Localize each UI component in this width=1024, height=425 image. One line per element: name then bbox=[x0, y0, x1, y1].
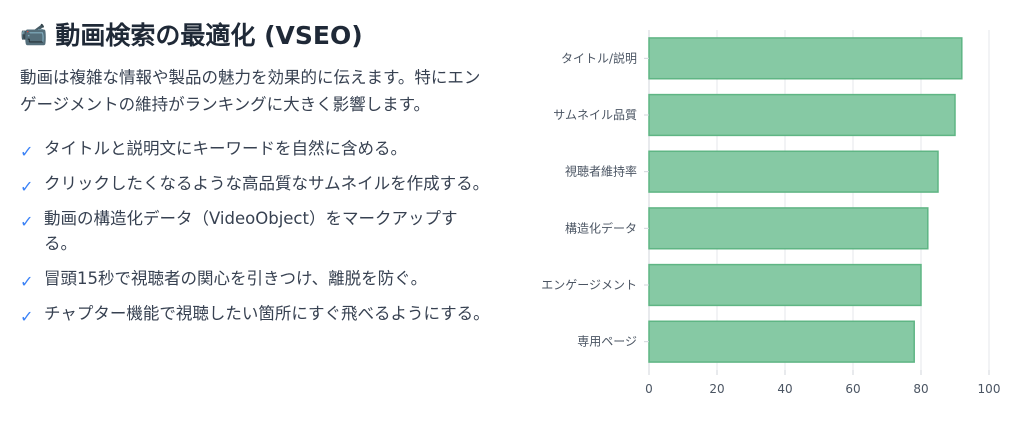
x-tick-label: 60 bbox=[845, 382, 860, 396]
list-item-text: チャプター機能で視聴したい箇所にすぐ飛べるようにする。 bbox=[44, 304, 490, 323]
bar-chart-svg: 0 20 40 60 80 100 タイトル/説明サムネイル品質視聴者維持率構造化データエン… bbox=[541, 30, 1001, 396]
bar bbox=[648, 207, 929, 250]
list-item-text: クリックしたくなるような高品質なサムネイルを作成する。 bbox=[44, 174, 490, 193]
check-icon: ✓ bbox=[20, 272, 34, 291]
checklist: ✓ タイトルと説明文にキーワードを自然に含める。 ✓ クリックしたくなるような高… bbox=[20, 136, 490, 326]
list-item-text: 動画の構造化データ（VideoObject）をマークアップする。 bbox=[44, 209, 458, 253]
list-item-text: 冒頭15秒で視聴者の関心を引きつけ、離脱を防ぐ。 bbox=[44, 269, 428, 288]
bar bbox=[648, 263, 922, 307]
y-tick-label: タイトル/説明 bbox=[561, 50, 637, 65]
y-tick-label: 視聴者維持率 bbox=[565, 164, 637, 179]
list-item-text: タイトルと説明文にキーワードを自然に含める。 bbox=[44, 139, 407, 158]
x-tick-label: 20 bbox=[709, 382, 724, 396]
check-icon: ✓ bbox=[20, 177, 34, 196]
check-icon: ✓ bbox=[20, 142, 34, 161]
bar bbox=[648, 150, 939, 193]
x-tick-label: 100 bbox=[978, 382, 1001, 396]
bar bbox=[648, 320, 915, 363]
y-tick-label: サムネイル品質 bbox=[553, 107, 637, 122]
content-panel: 📹 動画検索の最適化 (VSEO) 動画は複雑な情報や製品の魅力を効果的に伝えま… bbox=[20, 18, 490, 336]
page-title-text: 動画検索の最適化 (VSEO) bbox=[55, 21, 363, 50]
list-item: ✓ チャプター機能で視聴したい箇所にすぐ飛べるようにする。 bbox=[20, 301, 490, 326]
page-title: 📹 動画検索の最適化 (VSEO) bbox=[20, 18, 490, 54]
bar-chart: 0 20 40 60 80 100 タイトル/説明サムネイル品質視聴者維持率 構造化データエン… bbox=[520, 22, 1020, 417]
video-camera-icon: 📹 bbox=[20, 23, 48, 48]
y-tick-label: 専用ページ bbox=[577, 335, 637, 349]
list-item: ✓ 動画の構造化データ（VideoObject）をマークアップする。 bbox=[20, 206, 490, 256]
bar bbox=[648, 37, 963, 80]
check-icon: ✓ bbox=[20, 307, 34, 326]
y-tick-label: 構造化データ bbox=[565, 220, 637, 235]
x-tick-label: 80 bbox=[913, 382, 928, 396]
y-tick-label: エンゲージメント bbox=[541, 278, 637, 292]
x-tick-label: 0 bbox=[645, 382, 653, 396]
list-item: ✓ タイトルと説明文にキーワードを自然に含める。 bbox=[20, 136, 490, 161]
list-item: ✓ 冒頭15秒で視聴者の関心を引きつけ、離脱を防ぐ。 bbox=[20, 266, 490, 291]
list-item: ✓ クリックしたくなるような高品質なサムネイルを作成する。 bbox=[20, 171, 490, 196]
intro-text: 動画は複雑な情報や製品の魅力を効果的に伝えます。特にエンゲージメントの維持がラン… bbox=[20, 68, 481, 114]
check-icon: ✓ bbox=[20, 212, 34, 231]
bar bbox=[648, 93, 956, 137]
x-tick-label: 40 bbox=[777, 382, 792, 396]
